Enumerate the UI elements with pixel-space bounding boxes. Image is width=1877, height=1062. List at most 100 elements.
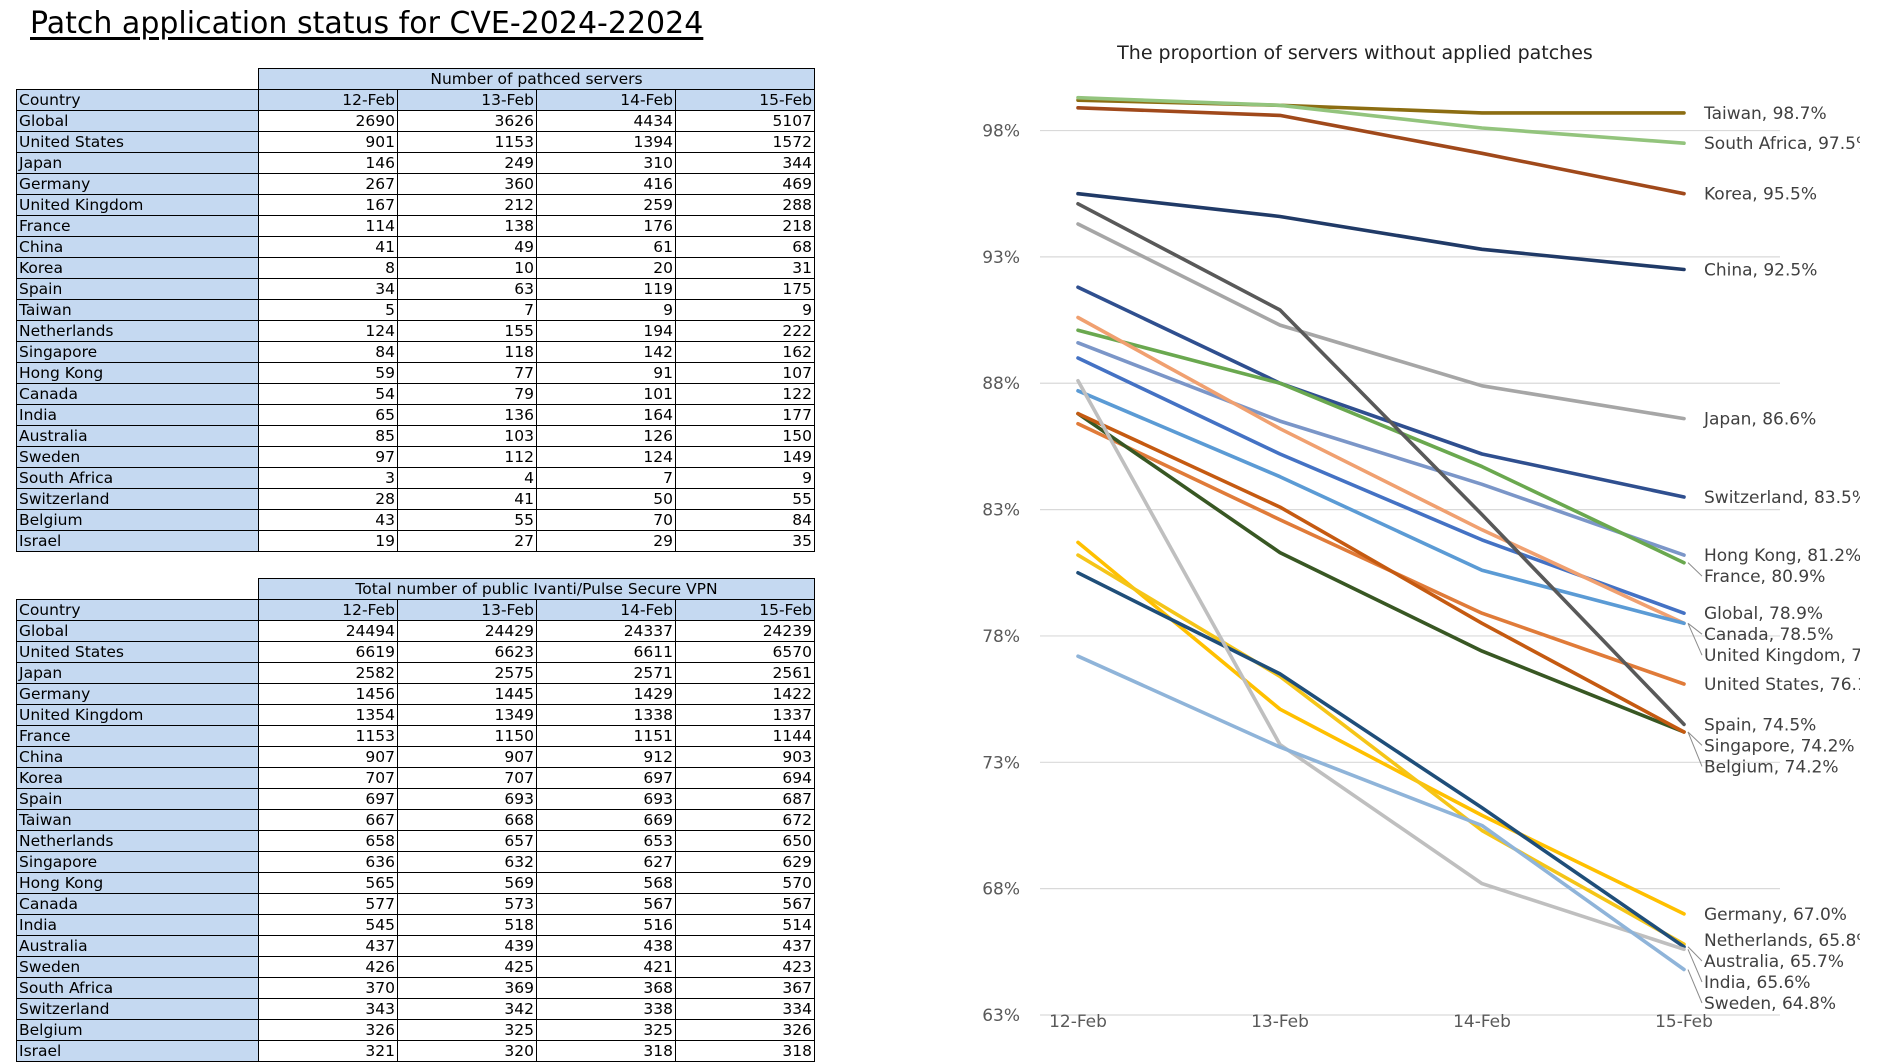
table-row: Global 24494 24429 24337 24239 — [16, 620, 815, 642]
value-cell: 107 — [675, 362, 815, 384]
value-cell: 565 — [258, 872, 398, 894]
value-cell: 9 — [675, 299, 815, 321]
value-cell: 318 — [536, 1040, 676, 1062]
value-cell: 1150 — [397, 725, 537, 747]
y-tick-label: 93% — [982, 248, 1020, 268]
value-cell: 573 — [397, 893, 537, 915]
table-row: Australia 437 439 438 437 — [16, 935, 815, 957]
value-cell: 3 — [258, 467, 398, 489]
value-cell: 326 — [258, 1019, 398, 1041]
label-leader-line — [1687, 731, 1703, 746]
table-row: Global 2690 3626 4434 5107 — [16, 110, 815, 132]
country-cell: Germany — [16, 683, 259, 705]
country-cell: Canada — [16, 383, 259, 405]
value-cell: 124 — [536, 446, 676, 468]
value-cell: 119 — [536, 278, 676, 300]
table-row: China 907 907 912 903 — [16, 746, 815, 768]
series-line-singapore — [1076, 411, 1686, 734]
label-leader-line — [1687, 622, 1703, 635]
value-cell: 325 — [536, 1019, 676, 1041]
table-row: Taiwan 667 668 669 672 — [16, 809, 815, 831]
country-cell: Global — [16, 110, 259, 132]
country-cell: South Africa — [16, 467, 259, 489]
series-end-label: Global, 78.9% — [1704, 604, 1823, 624]
country-cell: France — [16, 215, 259, 237]
value-cell: 2571 — [536, 662, 676, 684]
value-cell: 1144 — [675, 725, 815, 747]
value-cell: 41 — [258, 236, 398, 258]
y-tick-label: 83% — [982, 501, 1020, 521]
value-cell: 653 — [536, 830, 676, 852]
value-cell: 114 — [258, 215, 398, 237]
value-cell: 146 — [258, 152, 398, 174]
country-cell: Canada — [16, 893, 259, 915]
country-cell: Japan — [16, 662, 259, 684]
table-row: France 114 138 176 218 — [16, 215, 815, 237]
value-cell: 6611 — [536, 641, 676, 663]
value-cell: 124 — [258, 320, 398, 342]
table-row: Singapore 636 632 627 629 — [16, 851, 815, 873]
value-cell: 1429 — [536, 683, 676, 705]
value-cell: 35 — [675, 530, 815, 552]
series-end-label: Singapore, 74.2% — [1704, 736, 1855, 756]
series-end-label: Sweden, 64.8% — [1704, 994, 1836, 1014]
value-cell: 658 — [258, 830, 398, 852]
country-cell: Netherlands — [16, 320, 259, 342]
value-cell: 54 — [258, 383, 398, 405]
value-cell: 326 — [675, 1019, 815, 1041]
series-end-label: Switzerland, 83.5% — [1704, 488, 1860, 508]
country-cell: Germany — [16, 173, 259, 195]
value-cell: 568 — [536, 872, 676, 894]
table-row: South Africa 3 4 7 9 — [16, 467, 815, 489]
value-cell: 1422 — [675, 683, 815, 705]
series-line-australia — [1076, 570, 1686, 949]
series-end-label: United States, 76.1% — [1704, 675, 1860, 695]
country-cell: Switzerland — [16, 998, 259, 1020]
value-cell: 2575 — [397, 662, 537, 684]
table-row: United States 6619 6623 6611 6570 — [16, 641, 815, 663]
table-row: United Kingdom 167 212 259 288 — [16, 194, 815, 216]
value-cell: 68 — [675, 236, 815, 258]
table-row: Hong Kong 59 77 91 107 — [16, 362, 815, 384]
value-cell: 5 — [258, 299, 398, 321]
country-cell: Singapore — [16, 341, 259, 363]
series-end-label: Japan, 86.6% — [1703, 410, 1816, 430]
value-cell: 85 — [258, 425, 398, 447]
table-row: United States 901 1153 1394 1572 — [16, 131, 815, 153]
value-cell: 5107 — [675, 110, 815, 132]
value-cell: 136 — [397, 404, 537, 426]
value-cell: 126 — [536, 425, 676, 447]
value-cell: 27 — [397, 530, 537, 552]
country-cell: Global — [16, 620, 259, 642]
country-cell: Israel — [16, 530, 259, 552]
value-cell: 138 — [397, 215, 537, 237]
column-header-date: 15-Feb — [675, 89, 815, 111]
value-cell: 7 — [397, 299, 537, 321]
value-cell: 77 — [397, 362, 537, 384]
value-cell: 469 — [675, 173, 815, 195]
value-cell: 7 — [536, 467, 676, 489]
value-cell: 2561 — [675, 662, 815, 684]
series-line-india — [1076, 378, 1686, 952]
value-cell: 567 — [536, 893, 676, 915]
value-cell: 24337 — [536, 620, 676, 642]
value-cell: 1349 — [397, 704, 537, 726]
column-header-date: 14-Feb — [536, 89, 676, 111]
table-row: India 65 136 164 177 — [16, 404, 815, 426]
value-cell: 687 — [675, 788, 815, 810]
value-cell: 103 — [397, 425, 537, 447]
value-cell: 318 — [675, 1040, 815, 1062]
series-end-label: Netherlands, 65.8% — [1704, 931, 1860, 951]
table-row: Korea 707 707 697 694 — [16, 767, 815, 789]
table-row: China 41 49 61 68 — [16, 236, 815, 258]
country-cell: China — [16, 236, 259, 258]
table-row: India 545 518 516 514 — [16, 914, 815, 936]
value-cell: 28 — [258, 488, 398, 510]
value-cell: 901 — [258, 131, 398, 153]
value-cell: 59 — [258, 362, 398, 384]
table-row: Sweden 97 112 124 149 — [16, 446, 815, 468]
value-cell: 343 — [258, 998, 398, 1020]
value-cell: 177 — [675, 404, 815, 426]
x-tick-label: 12-Feb — [1049, 1012, 1107, 1032]
value-cell: 907 — [258, 746, 398, 768]
